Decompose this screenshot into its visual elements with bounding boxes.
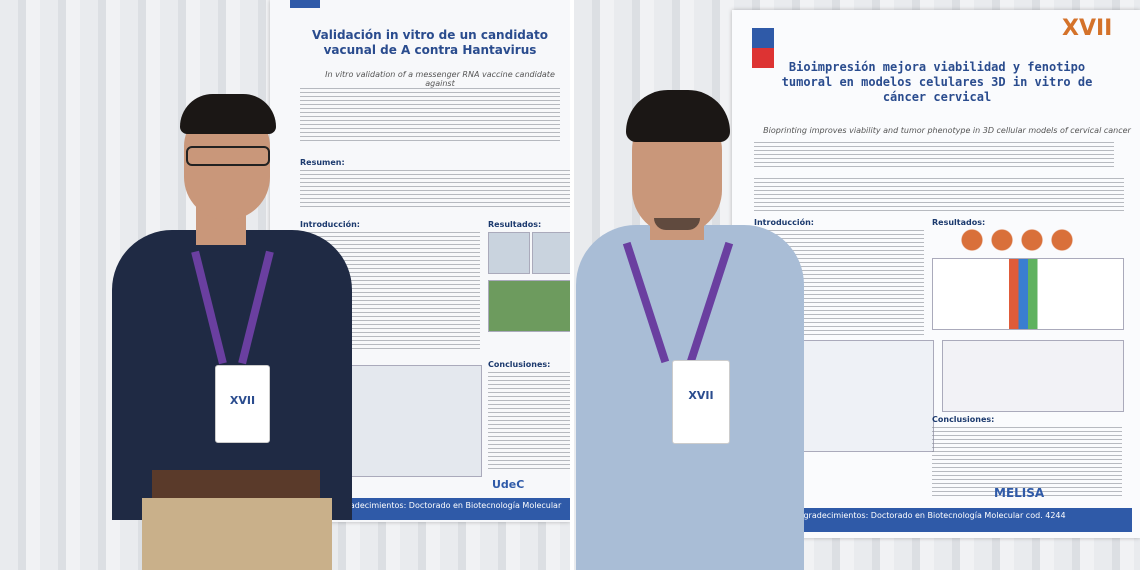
poster-footer: Agradecimientos: Doctorado en Biotecnolo… xyxy=(330,498,570,520)
logo-flag xyxy=(752,28,774,68)
section-heading: Resultados: xyxy=(488,220,542,229)
right-photo: XVII Bioimpresión mejora viabilidad y fe… xyxy=(574,0,1140,570)
belt xyxy=(152,470,320,500)
name-badge: XVII xyxy=(215,365,270,443)
poster-footer: Agradecimientos: Doctorado en Biotecnolo… xyxy=(792,508,1132,532)
poster-subtitle: Bioprinting improves viability and tumor… xyxy=(763,126,1131,135)
poster: Validación in vitro de un candidato vacu… xyxy=(270,0,570,522)
trousers xyxy=(142,498,332,570)
logo-strip xyxy=(290,0,320,8)
figure xyxy=(960,228,1080,252)
section-heading: Introducción: xyxy=(300,220,360,229)
left-photo: Validación in vitro de un candidato vacu… xyxy=(0,0,570,570)
section-heading: Resumen: xyxy=(300,158,345,167)
logo: MELISA xyxy=(994,486,1045,500)
text-block xyxy=(488,372,570,472)
section-heading: Conclusiones: xyxy=(932,415,995,424)
poster-title: Bioimpresión mejora viabilidad y fenotip… xyxy=(781,60,1093,104)
beard xyxy=(654,218,700,230)
figure xyxy=(532,232,570,274)
diagram xyxy=(792,340,934,452)
event-logo: XVII xyxy=(1062,16,1113,41)
section-heading: Introducción: xyxy=(754,218,814,227)
figure xyxy=(942,340,1124,412)
abstract xyxy=(754,178,1124,214)
logo: UdeC xyxy=(492,478,525,491)
glasses xyxy=(186,146,270,166)
hair xyxy=(180,94,276,134)
text-block xyxy=(300,170,570,210)
section-heading: Conclusiones: xyxy=(488,360,551,369)
figure xyxy=(488,280,570,332)
name-badge: XVII xyxy=(672,360,730,444)
hair xyxy=(626,90,730,142)
figure xyxy=(932,258,1124,330)
poster-title: Validación in vitro de un candidato vacu… xyxy=(312,28,548,57)
poster-subtitle: In vitro validation of a messenger RNA v… xyxy=(325,70,555,88)
authors xyxy=(754,142,1114,170)
authors xyxy=(300,88,560,144)
text-block xyxy=(932,427,1122,497)
section-heading: Resultados: xyxy=(932,218,986,227)
figure xyxy=(488,232,530,274)
